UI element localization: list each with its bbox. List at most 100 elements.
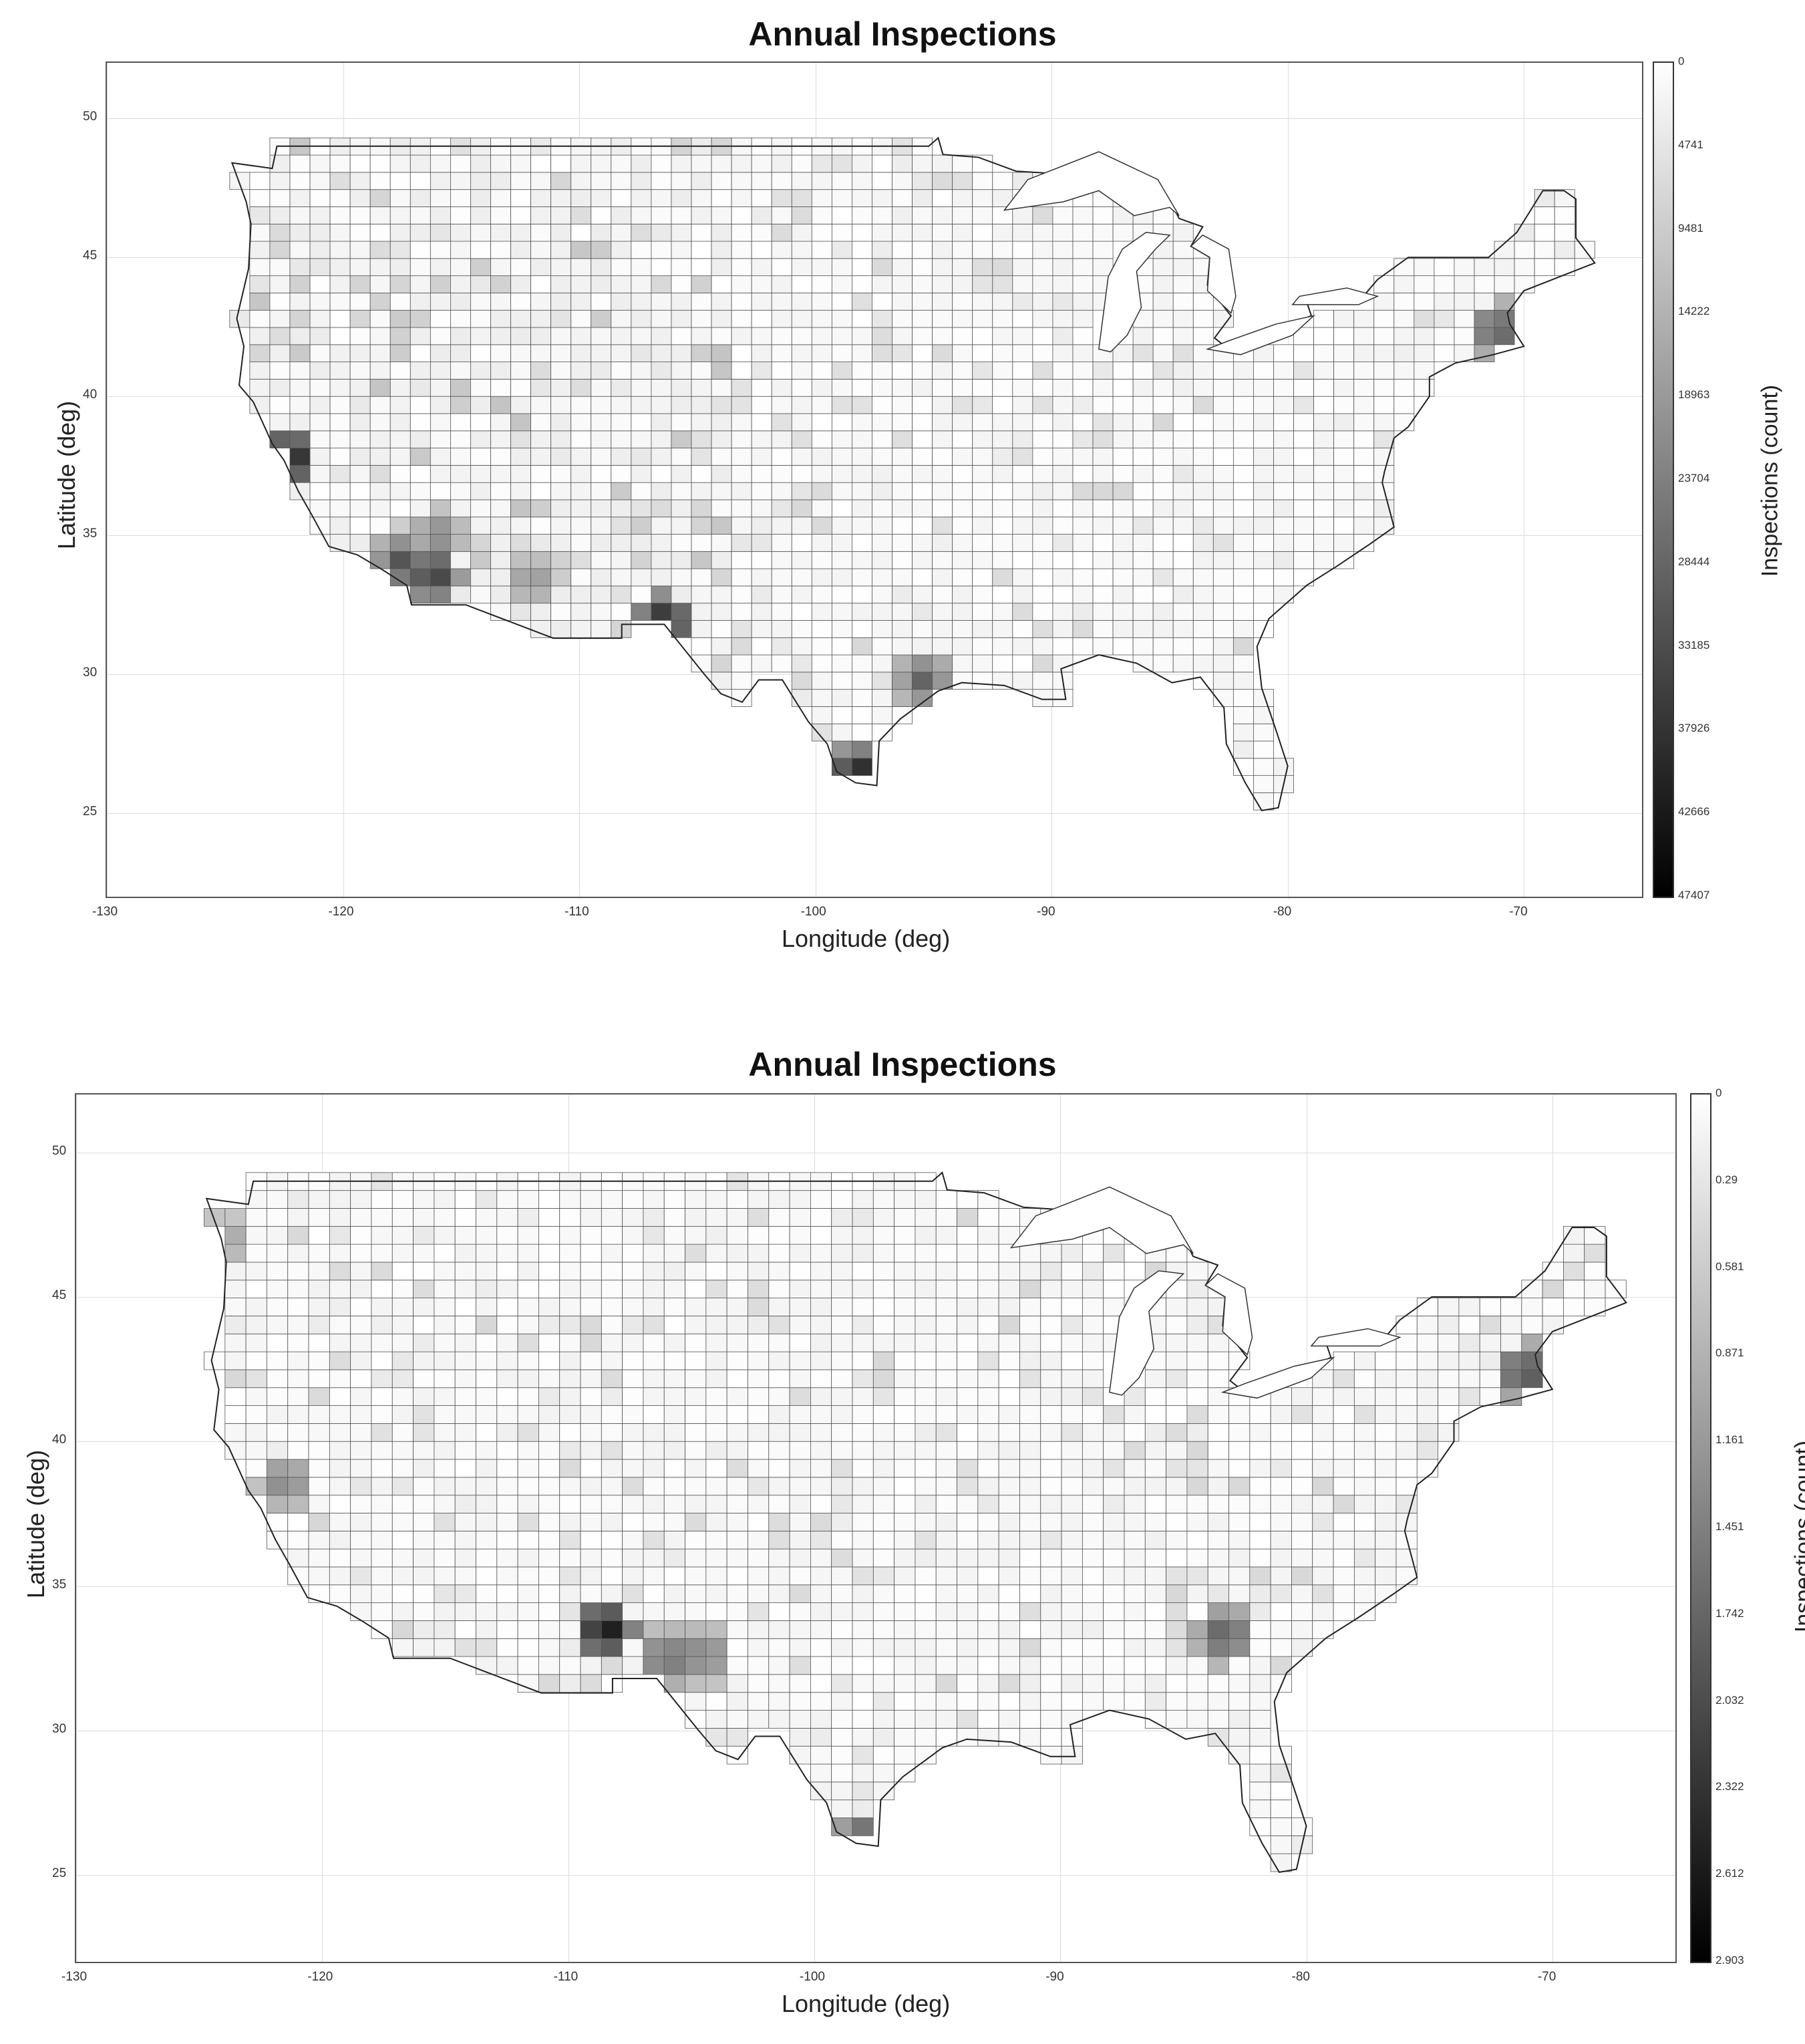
- county-cell: [643, 1656, 665, 1675]
- county-cell: [350, 1262, 372, 1281]
- county-cell: [350, 1351, 372, 1370]
- county-cell: [1012, 568, 1033, 587]
- county-cell: [611, 223, 632, 242]
- county-cell: [831, 620, 852, 638]
- county-cell: [1103, 1459, 1125, 1478]
- county-cell: [1228, 1530, 1251, 1550]
- county-cell: [726, 1244, 748, 1263]
- county-cell: [1253, 568, 1274, 587]
- county-cell: [1479, 1316, 1501, 1334]
- county-cell: [831, 1513, 853, 1531]
- county-cell: [932, 361, 953, 380]
- county-cell: [550, 344, 572, 363]
- county-cell: [1563, 1298, 1585, 1316]
- county-cell: [998, 1280, 1020, 1298]
- county-cell: [1375, 1405, 1397, 1424]
- county-cell: [643, 1459, 665, 1478]
- county-cell: [811, 499, 832, 518]
- county-cell: [771, 568, 792, 587]
- county-cell: [872, 172, 892, 190]
- county-cell: [872, 1530, 895, 1550]
- county-cell: [977, 1280, 999, 1298]
- county-cell: [559, 1244, 581, 1263]
- county-cell: [852, 1638, 874, 1657]
- county-cell: [530, 206, 552, 225]
- county-cell: [229, 309, 251, 328]
- county-cell: [1072, 223, 1094, 242]
- county-cell: [811, 413, 832, 432]
- county-cell: [651, 482, 672, 500]
- county-cell: [1293, 430, 1314, 448]
- county-cell: [530, 517, 552, 535]
- county-cell: [454, 1333, 476, 1352]
- county-cell: [559, 1548, 581, 1568]
- county-cell: [559, 1566, 581, 1586]
- county-cell: [852, 327, 872, 345]
- county-cell: [1333, 499, 1355, 518]
- county-cell: [496, 1656, 518, 1675]
- county-cell: [409, 344, 431, 363]
- county-cell: [1019, 1316, 1041, 1334]
- county-cell: [831, 1763, 853, 1783]
- county-cell: [663, 1459, 685, 1478]
- county-cell: [371, 1423, 393, 1442]
- county-cell: [413, 1298, 435, 1316]
- county-cell: [434, 1208, 456, 1227]
- county-cell: [1333, 413, 1355, 432]
- county-cell: [894, 1692, 916, 1711]
- county-cell: [349, 189, 371, 207]
- county-cell: [810, 1620, 832, 1639]
- county-cell: [631, 517, 652, 535]
- x-tick-label: -130: [92, 905, 118, 919]
- county-cell: [671, 430, 692, 448]
- county-cell: [631, 499, 652, 518]
- county-cell: [391, 1262, 414, 1281]
- county-cell: [977, 1333, 999, 1352]
- county-cell: [663, 1656, 685, 1675]
- county-cell: [1353, 379, 1375, 397]
- county-cell: [611, 309, 632, 328]
- county-cell: [517, 1262, 539, 1281]
- county-cell: [932, 172, 953, 190]
- county-cell: [663, 1351, 685, 1370]
- county-cell: [329, 1208, 351, 1227]
- county-cell: [1474, 327, 1495, 345]
- county-cell: [1207, 1513, 1229, 1531]
- county-cell: [391, 1602, 414, 1621]
- county-cell: [476, 1638, 498, 1657]
- county-cell: [510, 206, 532, 225]
- county-cell: [1082, 1638, 1104, 1657]
- county-cell: [389, 327, 411, 345]
- county-cell: [810, 1262, 832, 1281]
- x-axis-label: Longitude (deg): [782, 1990, 951, 2017]
- county-cell: [454, 1387, 476, 1406]
- county-cell: [671, 258, 692, 277]
- county-cell: [1092, 464, 1114, 483]
- county-cell: [1454, 309, 1475, 328]
- county-cell: [454, 1566, 476, 1586]
- county-cell: [789, 1369, 811, 1389]
- county-cell: [1414, 293, 1435, 311]
- county-cell: [992, 464, 1013, 483]
- county-cell: [998, 1620, 1020, 1639]
- county-cell: [831, 1333, 853, 1352]
- county-cell: [972, 396, 993, 414]
- county-cell: [1072, 413, 1094, 432]
- county-cell: [711, 223, 732, 242]
- county-cell: [748, 1477, 770, 1496]
- county-cell: [450, 189, 471, 207]
- county-cell: [915, 1225, 937, 1245]
- county-cell: [685, 1244, 707, 1263]
- county-cell: [726, 1316, 748, 1334]
- county-cell: [810, 1190, 832, 1209]
- county-cell: [872, 603, 892, 621]
- county-cell: [977, 1262, 999, 1281]
- county-cell: [771, 551, 792, 569]
- county-cell: [1152, 448, 1174, 466]
- county-cell: [1270, 1566, 1292, 1586]
- county-cell: [892, 258, 913, 277]
- county-cell: [671, 603, 692, 621]
- county-cell: [1207, 1584, 1229, 1604]
- county-cell: [1270, 1799, 1292, 1818]
- county-cell: [872, 706, 892, 724]
